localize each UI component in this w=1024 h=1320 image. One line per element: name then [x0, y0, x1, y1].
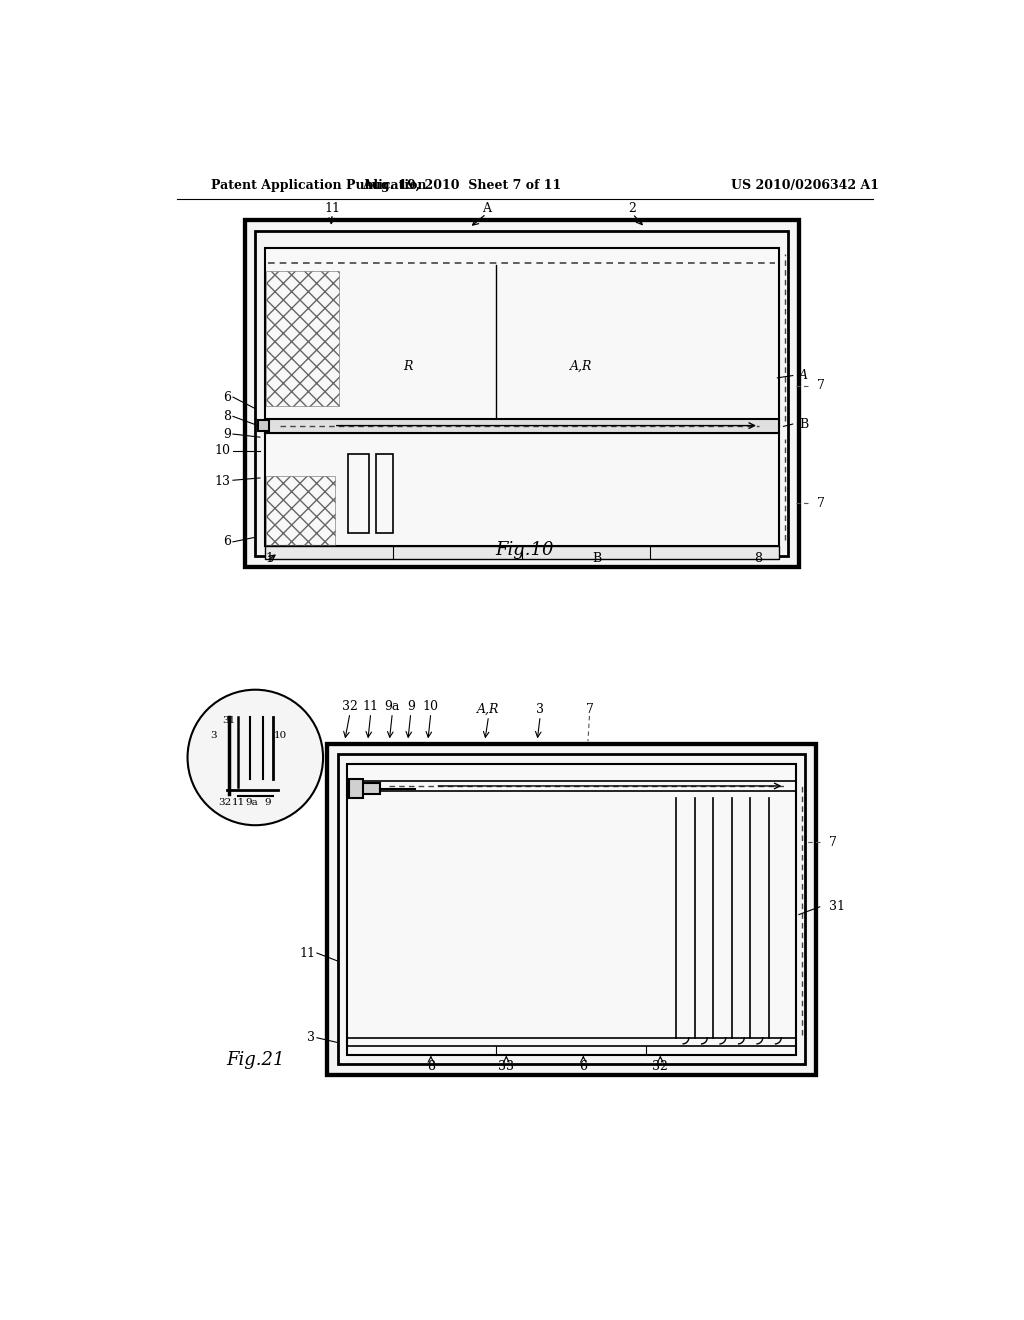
Text: 13: 13 [215, 475, 230, 488]
Text: 7: 7 [817, 496, 825, 510]
Text: 10: 10 [423, 700, 439, 713]
Bar [347, 763, 796, 1055]
Text: 11: 11 [362, 700, 379, 713]
Text: A,R: A,R [477, 704, 500, 717]
Text: A: A [799, 370, 808, 381]
Text: 31: 31 [829, 900, 845, 913]
Text: 33: 33 [499, 1060, 514, 1073]
Text: 9a: 9a [385, 700, 400, 713]
Text: 32: 32 [218, 797, 231, 807]
Text: 11: 11 [231, 797, 245, 807]
Text: R: R [403, 360, 413, 372]
Circle shape [187, 689, 323, 825]
Text: 8: 8 [754, 552, 762, 565]
Text: 9: 9 [264, 797, 271, 807]
Bar [349, 779, 364, 799]
Bar [264, 418, 779, 433]
Text: 2: 2 [629, 202, 637, 215]
Bar [266, 475, 336, 545]
Text: 7: 7 [586, 704, 594, 717]
Text: 7: 7 [817, 379, 825, 392]
Text: 10: 10 [215, 445, 230, 458]
Bar [338, 755, 805, 1064]
Text: A,R: A,R [569, 360, 592, 372]
Text: 3: 3 [307, 1031, 315, 1044]
Text: 3: 3 [537, 704, 544, 717]
Bar [327, 743, 816, 1074]
Text: 10: 10 [274, 731, 288, 741]
Text: A: A [482, 202, 490, 215]
Bar [258, 420, 269, 430]
Text: 32: 32 [652, 1060, 669, 1073]
Text: 31: 31 [222, 715, 236, 725]
Text: US 2010/0206342 A1: US 2010/0206342 A1 [731, 178, 880, 191]
Text: 8: 8 [222, 409, 230, 422]
Text: Aug. 19, 2010  Sheet 7 of 11: Aug. 19, 2010 Sheet 7 of 11 [362, 178, 561, 191]
Text: 9a: 9a [246, 797, 259, 807]
Text: 6: 6 [580, 1060, 588, 1073]
Text: Fig.21: Fig.21 [226, 1051, 285, 1069]
Bar [327, 743, 816, 1074]
Bar [348, 454, 370, 533]
Text: 9: 9 [407, 700, 415, 713]
Text: 11: 11 [325, 202, 340, 215]
Bar [245, 220, 799, 566]
Text: 8: 8 [427, 1060, 435, 1073]
Bar [266, 271, 339, 405]
Text: 6: 6 [222, 391, 230, 404]
Text: 32: 32 [342, 700, 358, 713]
Bar [353, 783, 380, 795]
Text: 3: 3 [210, 731, 217, 741]
Text: Fig.10: Fig.10 [496, 541, 554, 558]
Text: 6: 6 [222, 536, 230, 548]
Text: 11: 11 [299, 946, 315, 960]
Bar [255, 231, 788, 556]
Text: B: B [592, 552, 601, 565]
Text: B: B [799, 417, 808, 430]
Bar [245, 220, 799, 566]
Bar [264, 433, 779, 546]
Bar [264, 248, 779, 428]
Text: 1: 1 [265, 552, 273, 565]
Bar [376, 454, 393, 533]
Text: Patent Application Publication: Patent Application Publication [211, 178, 427, 191]
Text: 7: 7 [829, 836, 837, 849]
Bar [264, 546, 779, 558]
Text: 9: 9 [223, 428, 230, 441]
